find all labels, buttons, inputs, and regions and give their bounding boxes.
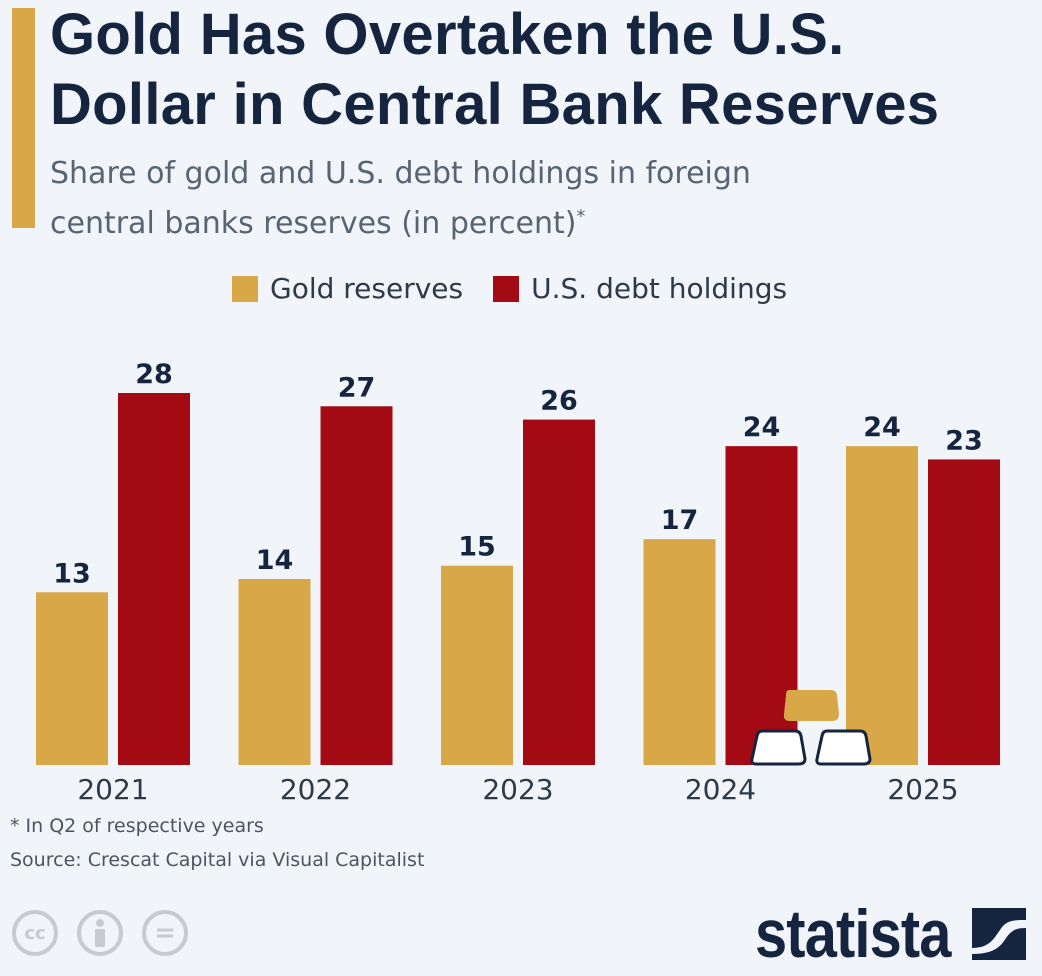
- gold-bar-illustration-icon: [783, 690, 839, 721]
- bar-gold-2021: [36, 592, 108, 765]
- data-label-us-debt-2024: 24: [743, 412, 781, 443]
- data-label-gold-2021: 13: [53, 558, 91, 589]
- data-label-gold-2024: 17: [661, 505, 699, 536]
- nd-icon-text: =: [154, 918, 176, 948]
- x-tick-label-2023: 2023: [482, 773, 553, 806]
- legend-label-gold: Gold reserves: [270, 272, 464, 305]
- source: Source: Crescat Capital via Visual Capit…: [10, 849, 425, 871]
- data-label-us-debt-2022: 27: [338, 372, 376, 403]
- title-line-2: Dollar in Central Bank Reserves: [50, 72, 940, 137]
- bar-gold-2025: [846, 446, 918, 765]
- x-tick-label-2024: 2024: [685, 773, 756, 806]
- subtitle-line-2: central banks reserves (in percent): [50, 206, 577, 241]
- bar-us-debt-2023: [523, 419, 595, 765]
- title-accent-bar: [12, 8, 35, 228]
- title-line-1: Gold Has Overtaken the U.S.: [50, 2, 845, 67]
- footnote: * In Q2 of respective years: [10, 815, 264, 837]
- data-label-gold-2023: 15: [458, 532, 496, 563]
- statista-logo: statista: [755, 896, 951, 972]
- cc-icon: cc: [12, 910, 58, 956]
- data-label-gold-2025: 24: [863, 412, 901, 443]
- attribution-icon: [77, 910, 123, 956]
- legend: Gold reserves U.S. debt holdings: [232, 272, 817, 305]
- bar-us-debt-2022: [320, 406, 393, 765]
- bar-us-debt-2025: [928, 459, 1000, 765]
- bar-us-debt-2021: [118, 393, 190, 765]
- silver-bar-illustration-icon-1: [750, 729, 807, 766]
- statista-logo-mark-icon: [972, 908, 1026, 960]
- data-label-gold-2022: 14: [256, 545, 294, 576]
- no-derivatives-icon: =: [142, 910, 188, 956]
- bar-gold-2023: [441, 565, 513, 765]
- x-tick-label-2022: 2022: [280, 773, 351, 806]
- legend-swatch-gold: [232, 275, 258, 302]
- x-tick-label-2025: 2025: [887, 773, 958, 806]
- legend-swatch-us-debt: [493, 275, 520, 302]
- chart-title: Gold Has Overtaken the U.S. Dollar in Ce…: [50, 0, 939, 140]
- bar-gold-2024: [643, 539, 716, 765]
- data-label-us-debt-2025: 23: [945, 425, 983, 456]
- legend-label-us-debt: U.S. debt holdings: [531, 272, 788, 305]
- cc-icon-text: cc: [24, 922, 46, 944]
- silver-bar-illustration-icon-2: [815, 729, 872, 766]
- bar-gold-2022: [238, 579, 311, 765]
- subtitle-line-1: Share of gold and U.S. debt holdings in …: [50, 156, 751, 191]
- person-icon: [95, 919, 105, 947]
- data-label-us-debt-2021: 28: [135, 359, 173, 390]
- subtitle-asterisk: *: [576, 206, 586, 227]
- data-label-us-debt-2023: 26: [540, 386, 578, 417]
- x-tick-label-2021: 2021: [77, 773, 148, 806]
- chart-subtitle: Share of gold and U.S. debt holdings in …: [50, 152, 751, 245]
